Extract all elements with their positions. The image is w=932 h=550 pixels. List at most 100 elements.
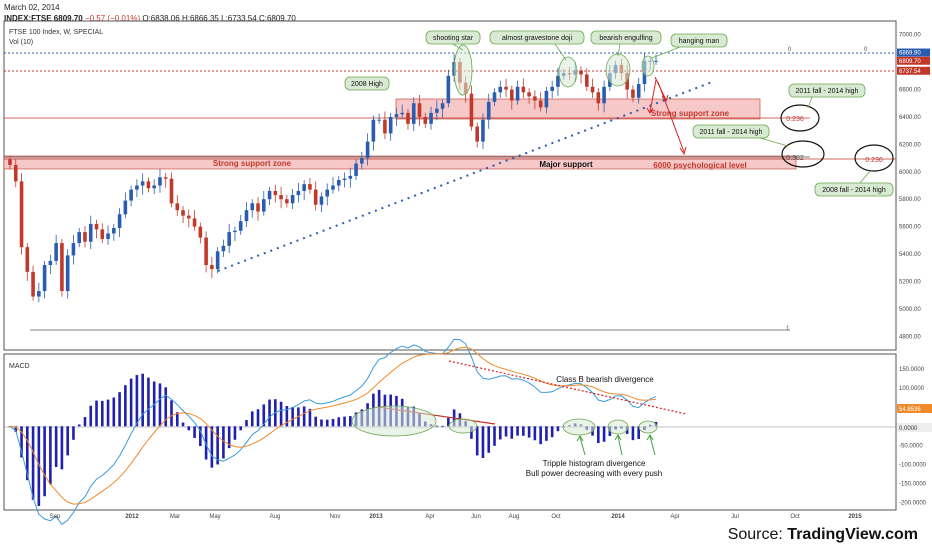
time-tick-label: Apr [670, 514, 679, 520]
macd-label: MACD [9, 363, 30, 370]
candle-body [88, 223, 93, 242]
macd-hist-bar [516, 426, 519, 436]
macd-hist-bar [216, 426, 219, 465]
time-tick-label: Nov [330, 514, 341, 520]
header-high: H:6866.35 [181, 14, 219, 23]
candle-body [596, 92, 601, 104]
macd-hist-bar [631, 426, 635, 441]
candle-body [37, 291, 41, 297]
macd-line [9, 338, 657, 526]
macd-hist-bar [106, 399, 110, 427]
macd-zero-tag-bg [897, 423, 932, 432]
macd-tick-label: -150.0000 [899, 481, 927, 487]
candle-body [123, 200, 128, 215]
price-tags: 6869.90 6809.70 6737.54 [897, 48, 930, 75]
macd-hist-bar [89, 405, 93, 427]
macd-hist-bar [447, 417, 450, 427]
time-tick-label: Aug [509, 514, 520, 520]
callout-gravestone-doji: almost gravestone doji [489, 30, 585, 61]
candle-body [377, 119, 381, 121]
macd-axis: 150.0000100.000050.00000.0000-50.0000-10… [899, 367, 927, 506]
callout-shooting-star: shooting star [425, 30, 481, 51]
candle-body [360, 158, 364, 164]
macd-hist-bar [637, 426, 640, 440]
candle-body [163, 177, 168, 179]
candle-body [238, 221, 243, 231]
macd-hist-bar [170, 400, 173, 427]
candle-body [83, 232, 87, 242]
macd-hist-bar [481, 426, 485, 458]
macd-pane[interactable] [3, 353, 897, 511]
macd-hist-bar [112, 397, 116, 427]
candle-body [423, 116, 428, 124]
header-date: March 02, 2014 [4, 3, 60, 12]
macd-hist-bar [262, 404, 266, 427]
callout-2008-fall: 2008 fall - 2014 high [814, 170, 894, 197]
candle-body [521, 86, 526, 93]
time-tick-label: Apr [425, 514, 434, 520]
price-tick-label: 4800.00 [899, 334, 921, 340]
bearish-divergence-line [448, 360, 687, 415]
macd-hist-bar [66, 426, 69, 456]
candle-body [198, 226, 203, 238]
time-tick-label: Aug [270, 514, 281, 520]
candle-body [290, 195, 295, 204]
candle-body [411, 103, 416, 124]
macd-hist-bar [349, 416, 352, 427]
candle-body [48, 260, 53, 266]
macd-hist-bar [20, 426, 23, 458]
macd-hist-bar [60, 426, 64, 470]
candle-body [140, 181, 145, 186]
candle-body [65, 255, 70, 292]
candle-body [469, 93, 474, 127]
hist-highlight-2 [448, 418, 478, 434]
candle-body [429, 112, 433, 124]
callout-2008-high: 2008 High [344, 76, 390, 91]
candlestick-series [8, 52, 658, 303]
candle-body [584, 74, 589, 87]
candle-body [550, 86, 554, 91]
candle-body [342, 178, 347, 181]
candle-body [181, 210, 185, 216]
highlight-shooting-star [453, 44, 473, 96]
callout-2011-fall-a-text: 2011 fall - 2014 high [796, 88, 859, 95]
macd-hist-bar [527, 426, 531, 438]
price-tag-label: 6809.70 [899, 59, 921, 65]
price-tick-label: 5600.00 [899, 225, 921, 231]
macd-hist-bar [487, 426, 491, 453]
macd-hist-bar [475, 426, 479, 456]
green-arrows [576, 434, 656, 456]
time-tick-label: 2014 [611, 514, 625, 520]
candle-body [579, 70, 583, 75]
macd-tick-label: -50.0000 [899, 443, 923, 449]
macd-hist-bar [204, 426, 208, 460]
candle-body [244, 210, 249, 222]
candle-body [325, 189, 330, 197]
candle-body [446, 75, 451, 104]
candle-body [533, 96, 537, 101]
macd-hist-bar [54, 426, 58, 467]
callout-bearish-engulfing: bearish engulfing [590, 30, 662, 57]
header-close: C:6809.70 [258, 14, 296, 23]
macd-hist-bar [193, 426, 196, 438]
candle-body [152, 185, 156, 189]
time-tick-label: Jul [731, 514, 739, 520]
macd-hist-bar [550, 426, 554, 438]
macd-hist-bar [124, 385, 127, 427]
macd-hist-bar [83, 417, 87, 427]
candle-body [77, 232, 82, 244]
fib-label-0236-a: 0.236 [786, 116, 804, 123]
candle-body [19, 181, 24, 248]
header-open: O:6838.06 [142, 14, 180, 23]
candle-body [308, 184, 312, 190]
macd-hist-bar [233, 426, 237, 440]
panel-title: FTSE 100 Index, W, SPECIAL [9, 29, 103, 36]
header-low: L:6733.54 [221, 14, 257, 23]
macd-hist-bar [210, 426, 214, 468]
candle-body [388, 116, 393, 134]
candle-body [481, 119, 485, 142]
time-tick-label: May [209, 514, 220, 520]
macd-tick-label: -100.0000 [899, 462, 927, 468]
price-axis: 7000.006800.006600.006400.006200.006000.… [899, 33, 921, 341]
